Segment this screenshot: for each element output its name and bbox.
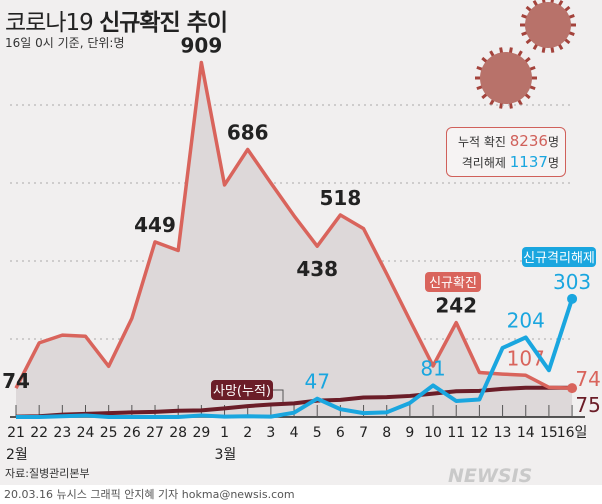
- deaths-tag: [211, 380, 273, 400]
- x-tick-label: 14: [517, 425, 535, 441]
- data-point: [567, 293, 578, 304]
- month-label: 2월: [6, 447, 28, 463]
- virus-icon: [480, 52, 532, 104]
- x-tick-label: 16일: [557, 425, 588, 441]
- x-tick-label: 15: [540, 425, 558, 441]
- source: 자료:질병관리본부: [5, 467, 90, 480]
- totals-box: 누적 확진 8236명 격리해제 1137명: [446, 127, 566, 177]
- x-tick-label: 28: [169, 425, 187, 441]
- x-tick-label: 22: [30, 425, 48, 441]
- released-label: 신규격리해제: [523, 251, 595, 266]
- data-label: 242: [435, 294, 477, 318]
- data-label: 75: [575, 393, 600, 417]
- x-tick-label: 13: [494, 425, 512, 441]
- data-label: 909: [180, 33, 222, 57]
- watermark-logo: NEWSIS: [448, 465, 533, 487]
- virus-icon: [525, 2, 571, 48]
- confirmed-label: 신규확진: [429, 276, 477, 291]
- x-tick-label: 7: [359, 425, 368, 441]
- x-tick-label: 3: [266, 425, 275, 441]
- x-tick-label: 27: [146, 425, 164, 441]
- x-tick-label: 24: [77, 425, 95, 441]
- deaths-leader: [273, 389, 284, 402]
- chart-subtitle: 16일 0시 기준, 단위:명: [5, 36, 125, 50]
- x-tick-label: 6: [336, 425, 345, 441]
- x-tick-label: 11: [447, 425, 465, 441]
- data-point: [567, 383, 578, 394]
- data-label: 204: [507, 308, 545, 332]
- x-tick-label: 23: [53, 425, 71, 441]
- x-tick-label: 4: [290, 425, 299, 441]
- x-tick-label: 2: [243, 425, 252, 441]
- x-tick-label: 25: [100, 425, 118, 441]
- data-label: 449: [134, 213, 176, 237]
- x-tick-label: 8: [382, 425, 391, 441]
- deaths-label: 사망(누적): [213, 384, 271, 399]
- x-tick-label: 29: [192, 425, 210, 441]
- released-tag: [522, 247, 596, 267]
- data-label: 74: [575, 367, 600, 391]
- confirmed-area: [16, 62, 573, 418]
- x-tick-label: 10: [424, 425, 442, 441]
- month-label: 3월: [215, 447, 237, 463]
- data-label: 686: [227, 120, 269, 144]
- x-tick-label: 21: [7, 425, 25, 441]
- x-tick-label: 9: [405, 425, 414, 441]
- data-label: 74: [2, 369, 30, 393]
- x-tick-label: 1: [220, 425, 229, 441]
- data-label: 81: [420, 356, 445, 380]
- data-label: 438: [296, 257, 338, 281]
- data-label: 303: [553, 270, 591, 294]
- data-label: 518: [320, 186, 362, 210]
- x-tick-label: 12: [470, 425, 488, 441]
- footer-credit: 20.03.16 뉴시스 그래픽 안지혜 기자 hokma@newsis.com: [0, 485, 602, 504]
- x-tick-label: 26: [123, 425, 141, 441]
- x-tick-label: 5: [313, 425, 322, 441]
- chart-title: 코로나19 신규확진 추이: [5, 10, 228, 36]
- confirmed-tag: [425, 272, 481, 292]
- data-label: 47: [304, 370, 329, 394]
